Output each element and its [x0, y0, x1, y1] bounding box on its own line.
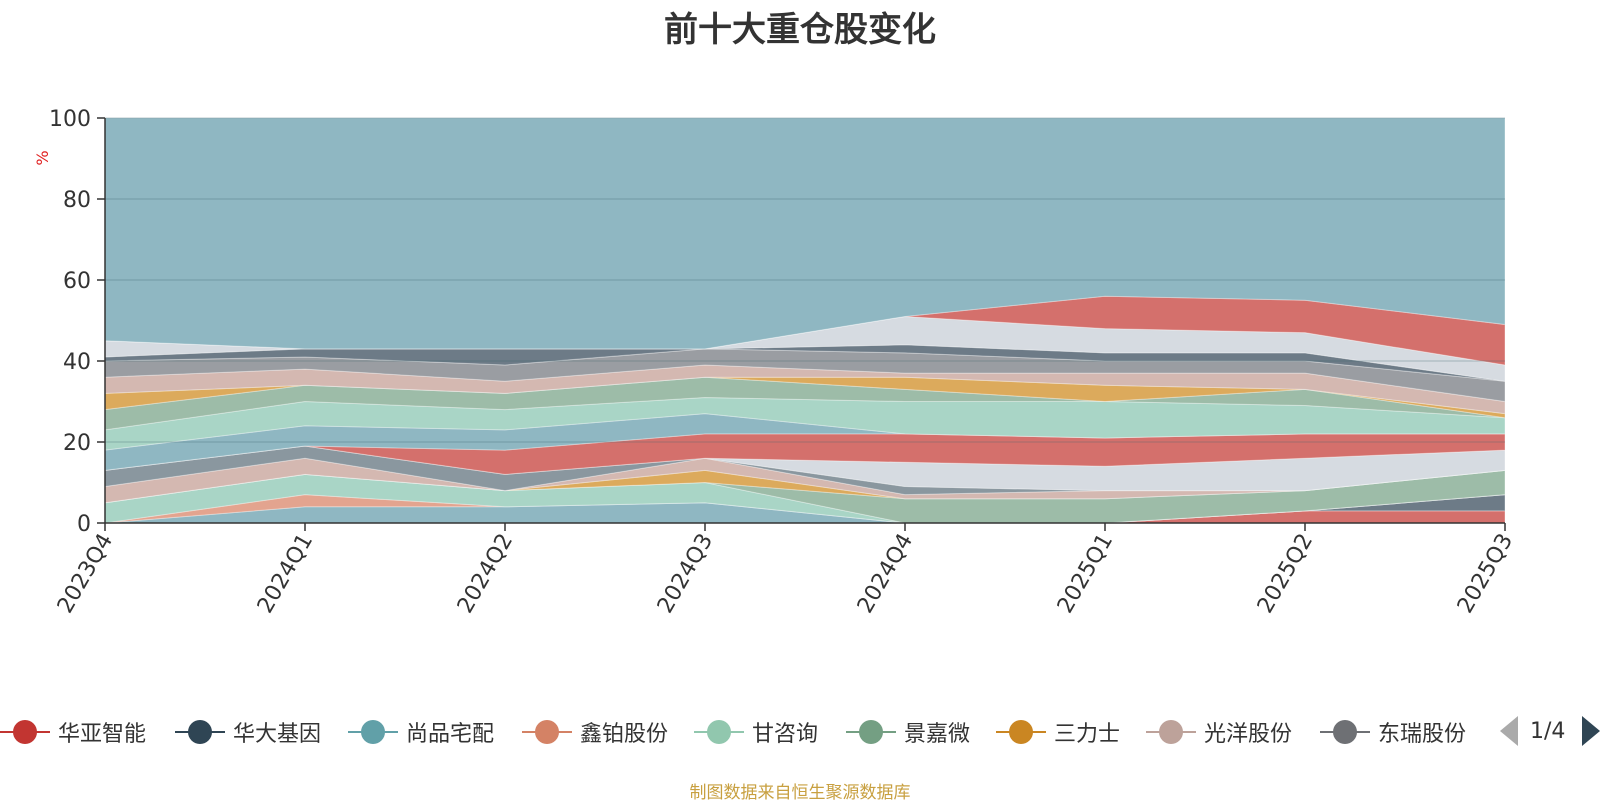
legend-label: 三力士	[1054, 722, 1121, 747]
y-tick-label: 0	[77, 512, 91, 537]
legend-item[interactable]: 华亚智能	[0, 712, 146, 752]
y-tick-label: 100	[49, 107, 91, 132]
x-tick-label: 2025Q1	[1053, 530, 1118, 618]
legend-page-indicator: 1/4	[1530, 719, 1566, 744]
x-tick-label: 2025Q2	[1253, 530, 1318, 618]
chart-title: 前十大重仓股变化	[664, 10, 936, 50]
legend-item[interactable]: 东瑞股份	[1320, 712, 1466, 752]
legend: 华亚智能 华大基因 尚品宅配 鑫铂股份 甘咨询 景嘉微 三力士 光洋股份 东瑞股份	[0, 712, 1478, 752]
x-tick-label: 2023Q4	[53, 530, 118, 618]
legend-swatch-icon	[846, 720, 896, 744]
legend-label: 景嘉微	[904, 722, 971, 747]
legend-next-page-icon[interactable]	[1582, 716, 1600, 746]
legend-label: 华大基因	[233, 722, 322, 747]
legend-swatch-icon	[522, 720, 572, 744]
y-tick-label: 40	[63, 350, 91, 375]
legend-item[interactable]: 华大基因	[175, 712, 321, 752]
area-band-20	[104, 117, 1506, 350]
legend-item[interactable]: 光洋股份	[1146, 712, 1292, 752]
legend-item[interactable]: 三力士	[996, 712, 1120, 752]
stacked-area-chart: 0 20 40 60 80 100% 2023Q4 2024Q1 2024Q2 2024Q3 202…	[33, 107, 1518, 618]
legend-swatch-icon	[0, 720, 50, 744]
legend-label: 光洋股份	[1204, 722, 1293, 747]
y-tick-label: 20	[63, 431, 91, 456]
legend-swatch-icon	[1320, 720, 1370, 744]
legend-swatch-icon	[348, 720, 398, 744]
y-axis-label: %	[33, 150, 52, 165]
legend-label: 尚品宅配	[406, 722, 495, 747]
x-tick-label: 2025Q3	[1453, 530, 1518, 618]
x-tick-label: 2024Q3	[653, 530, 718, 618]
legend-label: 东瑞股份	[1378, 722, 1467, 747]
x-tick-label: 2024Q1	[253, 530, 318, 618]
x-tick-label: 2024Q2	[453, 530, 518, 618]
legend-prev-page-icon[interactable]	[1500, 716, 1518, 746]
legend-item[interactable]: 尚品宅配	[348, 712, 494, 752]
legend-label: 华亚智能	[58, 722, 147, 747]
legend-item[interactable]: 景嘉微	[846, 712, 970, 752]
legend-swatch-icon	[175, 720, 225, 744]
legend-swatch-icon	[694, 720, 744, 744]
legend-label: 甘咨询	[752, 722, 819, 747]
source-note: 制图数据来自恒生聚源数据库	[689, 783, 911, 803]
legend-item[interactable]: 甘咨询	[694, 712, 818, 752]
y-tick-label: 60	[63, 269, 91, 294]
x-tick-label: 2024Q4	[853, 530, 918, 618]
legend-swatch-icon	[1146, 720, 1196, 744]
legend-swatch-icon	[996, 720, 1046, 744]
legend-item[interactable]: 鑫铂股份	[522, 712, 668, 752]
y-tick-label: 80	[63, 188, 91, 213]
legend-label: 鑫铂股份	[580, 722, 669, 747]
